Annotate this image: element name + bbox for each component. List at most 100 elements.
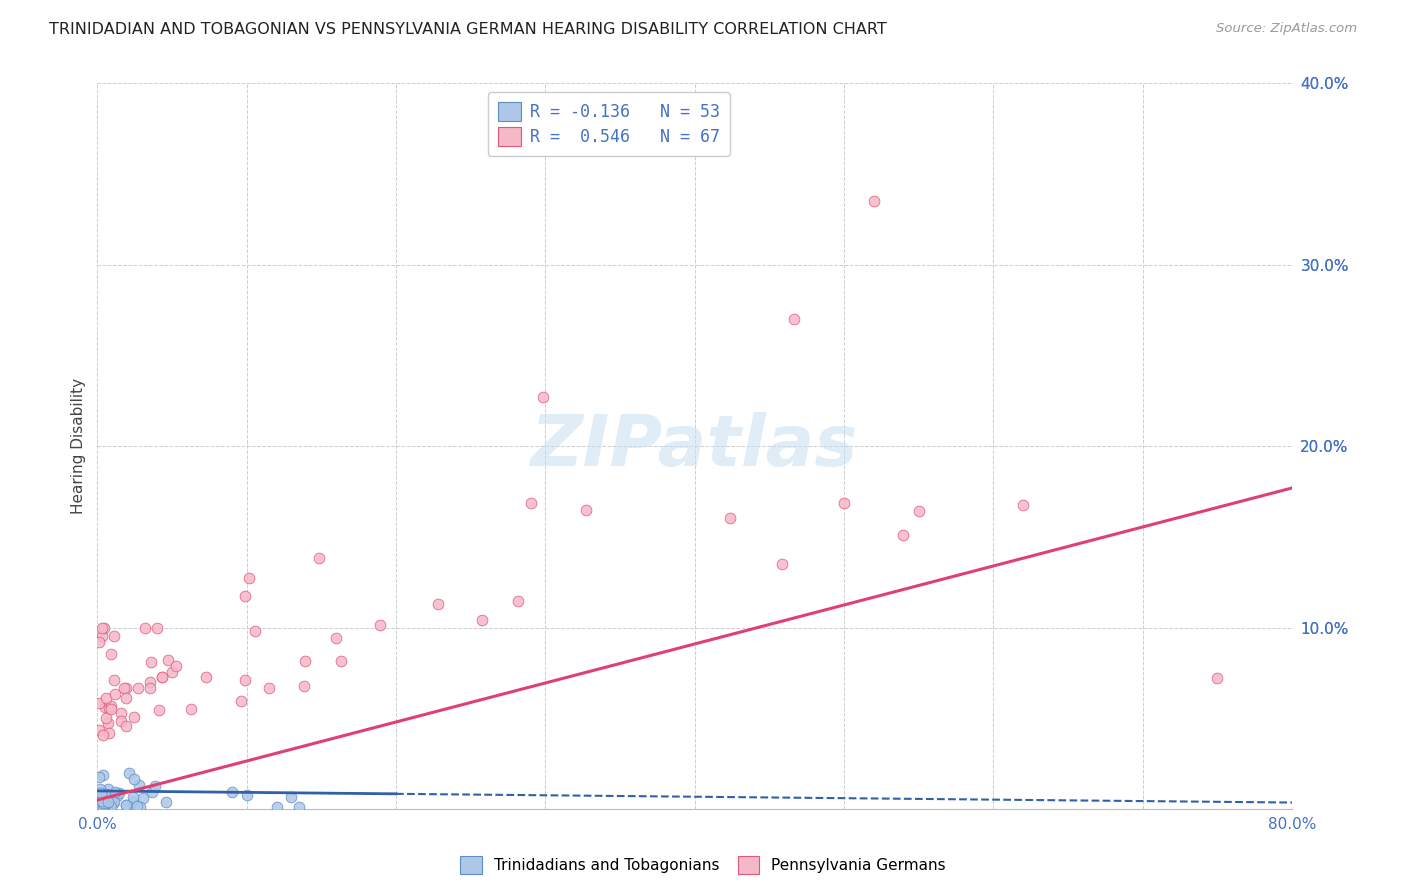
Point [893,528,915,542]
Point [127,681,149,695]
Point [194,670,217,684]
Point [90,621,112,635]
Point [104,788,127,802]
Point [150,670,173,684]
Point [87,795,110,809]
Point [294,679,316,693]
Point [124,772,146,786]
Point [93,799,115,814]
Point [520,496,543,510]
Point [1012,498,1035,512]
Point [148,703,170,717]
Point [94,796,117,810]
Point [233,589,256,603]
Point [122,710,145,724]
Point [90,794,112,808]
Point [100,794,122,808]
Point [87,789,110,804]
Point [128,800,150,814]
Point [325,631,347,645]
Point [115,798,138,813]
Point [245,624,267,638]
Point [100,800,122,814]
Point [233,673,256,688]
Point [93,796,115,810]
Point [91,728,114,742]
Point [90,786,112,800]
Point [105,789,128,803]
Point [114,681,136,695]
Point [89,797,111,812]
Point [93,621,115,635]
Point [110,714,132,728]
Point [134,621,156,635]
Point [122,795,145,809]
Point [138,675,160,690]
Point [96,800,118,814]
Point [100,698,122,713]
Point [89,782,111,797]
Point [87,723,110,737]
Point [94,789,117,803]
Point [118,765,141,780]
Point [280,790,302,805]
Point [863,194,886,209]
Point [91,796,114,810]
Point [103,629,125,643]
Point [125,798,148,813]
Point [132,791,155,805]
Point [90,629,112,643]
Point [97,715,120,730]
Point [155,795,177,809]
Point [103,795,125,809]
Point [94,796,117,810]
Point [91,800,114,814]
Legend: Trinidadians and Tobagonians, Pennsylvania Germans: Trinidadians and Tobagonians, Pennsylvan… [454,850,952,880]
Legend: R = -0.136   N = 53, R =  0.546   N = 67: R = -0.136 N = 53, R = 0.546 N = 67 [488,92,730,156]
Point [139,655,162,669]
Text: Source: ZipAtlas.com: Source: ZipAtlas.com [1216,22,1357,36]
Point [108,786,131,800]
Point [143,780,166,794]
Point [104,687,127,701]
Point [89,792,111,806]
Point [150,670,173,684]
Point [783,312,806,326]
Point [531,390,554,404]
Point [96,794,118,808]
Point [94,798,117,813]
Point [94,797,117,812]
Point [96,691,118,706]
Point [231,694,253,708]
Point [508,594,530,608]
Point [162,665,184,680]
Point [100,648,122,662]
Point [308,550,330,565]
Point [145,621,167,635]
Point [112,681,135,695]
Point [115,798,138,813]
Point [87,800,110,814]
Point [97,781,120,796]
Point [90,800,112,814]
Point [907,504,929,518]
Point [100,701,122,715]
Point [427,597,450,611]
Point [89,696,111,710]
Point [718,510,741,524]
Point [110,706,132,720]
Point [141,784,163,798]
Point [330,654,353,668]
Y-axis label: Hearing Disability: Hearing Disability [72,378,86,515]
Point [471,613,494,627]
Point [156,653,179,667]
Point [266,800,288,814]
Point [139,681,162,695]
Point [575,502,598,516]
Point [115,691,138,706]
Point [87,771,110,785]
Point [122,789,145,804]
Point [96,795,118,809]
Point [89,634,111,648]
Point [87,800,110,814]
